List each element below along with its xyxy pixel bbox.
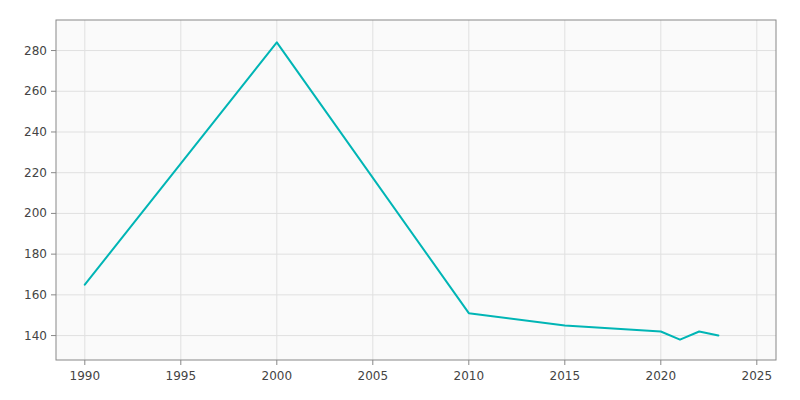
chart-container: 1990 1995 2000 2005 2010 2015 2020 2025 140 160 18… — [0, 0, 800, 400]
line — [85, 42, 719, 339]
tick-label-x: 2020 — [646, 369, 677, 383]
series — [85, 42, 719, 339]
grid-line-x — [468, 20, 469, 360]
tick-label-y: 160 — [24, 288, 47, 302]
tick-label-y: 260 — [24, 84, 47, 98]
grid-line-x — [660, 20, 661, 360]
tick-x — [84, 360, 85, 365]
tick-x — [180, 360, 181, 365]
grid-line-y — [56, 213, 776, 214]
grid — [56, 20, 776, 360]
tick-y — [51, 50, 56, 51]
tick-label-y: 220 — [24, 166, 47, 180]
tick-y — [51, 131, 56, 132]
grid-line-x — [276, 20, 277, 360]
tick-label-y: 180 — [24, 247, 47, 261]
tick-label-y: 280 — [24, 44, 47, 58]
tick-x — [660, 360, 661, 365]
grid-line-x — [372, 20, 373, 360]
tick-label-x: 1990 — [70, 369, 101, 383]
chart: 1990 1995 2000 2005 2010 2015 2020 2025 140 160 18… — [0, 0, 800, 400]
tick-x — [372, 360, 373, 365]
plot-frame — [56, 20, 776, 360]
grid-line-y — [56, 254, 776, 255]
grid-line-y — [56, 294, 776, 295]
tick-label-y: 240 — [24, 125, 47, 139]
tick-y — [51, 335, 56, 336]
tick-label-x: 2015 — [550, 369, 581, 383]
grid-line-x — [564, 20, 565, 360]
tick-y — [51, 172, 56, 173]
tick-label-y: 200 — [24, 206, 47, 220]
tick-y — [51, 254, 56, 255]
tick-y — [51, 294, 56, 295]
grid-line-x — [180, 20, 181, 360]
tick-y — [51, 91, 56, 92]
grid-line-x — [756, 20, 757, 360]
tick-x — [564, 360, 565, 365]
grid-line-x — [84, 20, 85, 360]
grid-line-y — [56, 91, 776, 92]
tick-label-x: 2005 — [358, 369, 389, 383]
tick-y — [51, 213, 56, 214]
grid-line-y — [56, 172, 776, 173]
tick-label-x: 2025 — [742, 369, 773, 383]
tick-label-x: 2000 — [262, 369, 293, 383]
tick-x — [468, 360, 469, 365]
plot-background — [56, 20, 776, 360]
tick-x — [276, 360, 277, 365]
tick-label-x: 1995 — [166, 369, 197, 383]
grid-line-y — [56, 50, 776, 51]
tick-label-y: 140 — [24, 329, 47, 343]
tick-x — [756, 360, 757, 365]
grid-line-y — [56, 131, 776, 132]
tick-label-x: 2010 — [454, 369, 485, 383]
